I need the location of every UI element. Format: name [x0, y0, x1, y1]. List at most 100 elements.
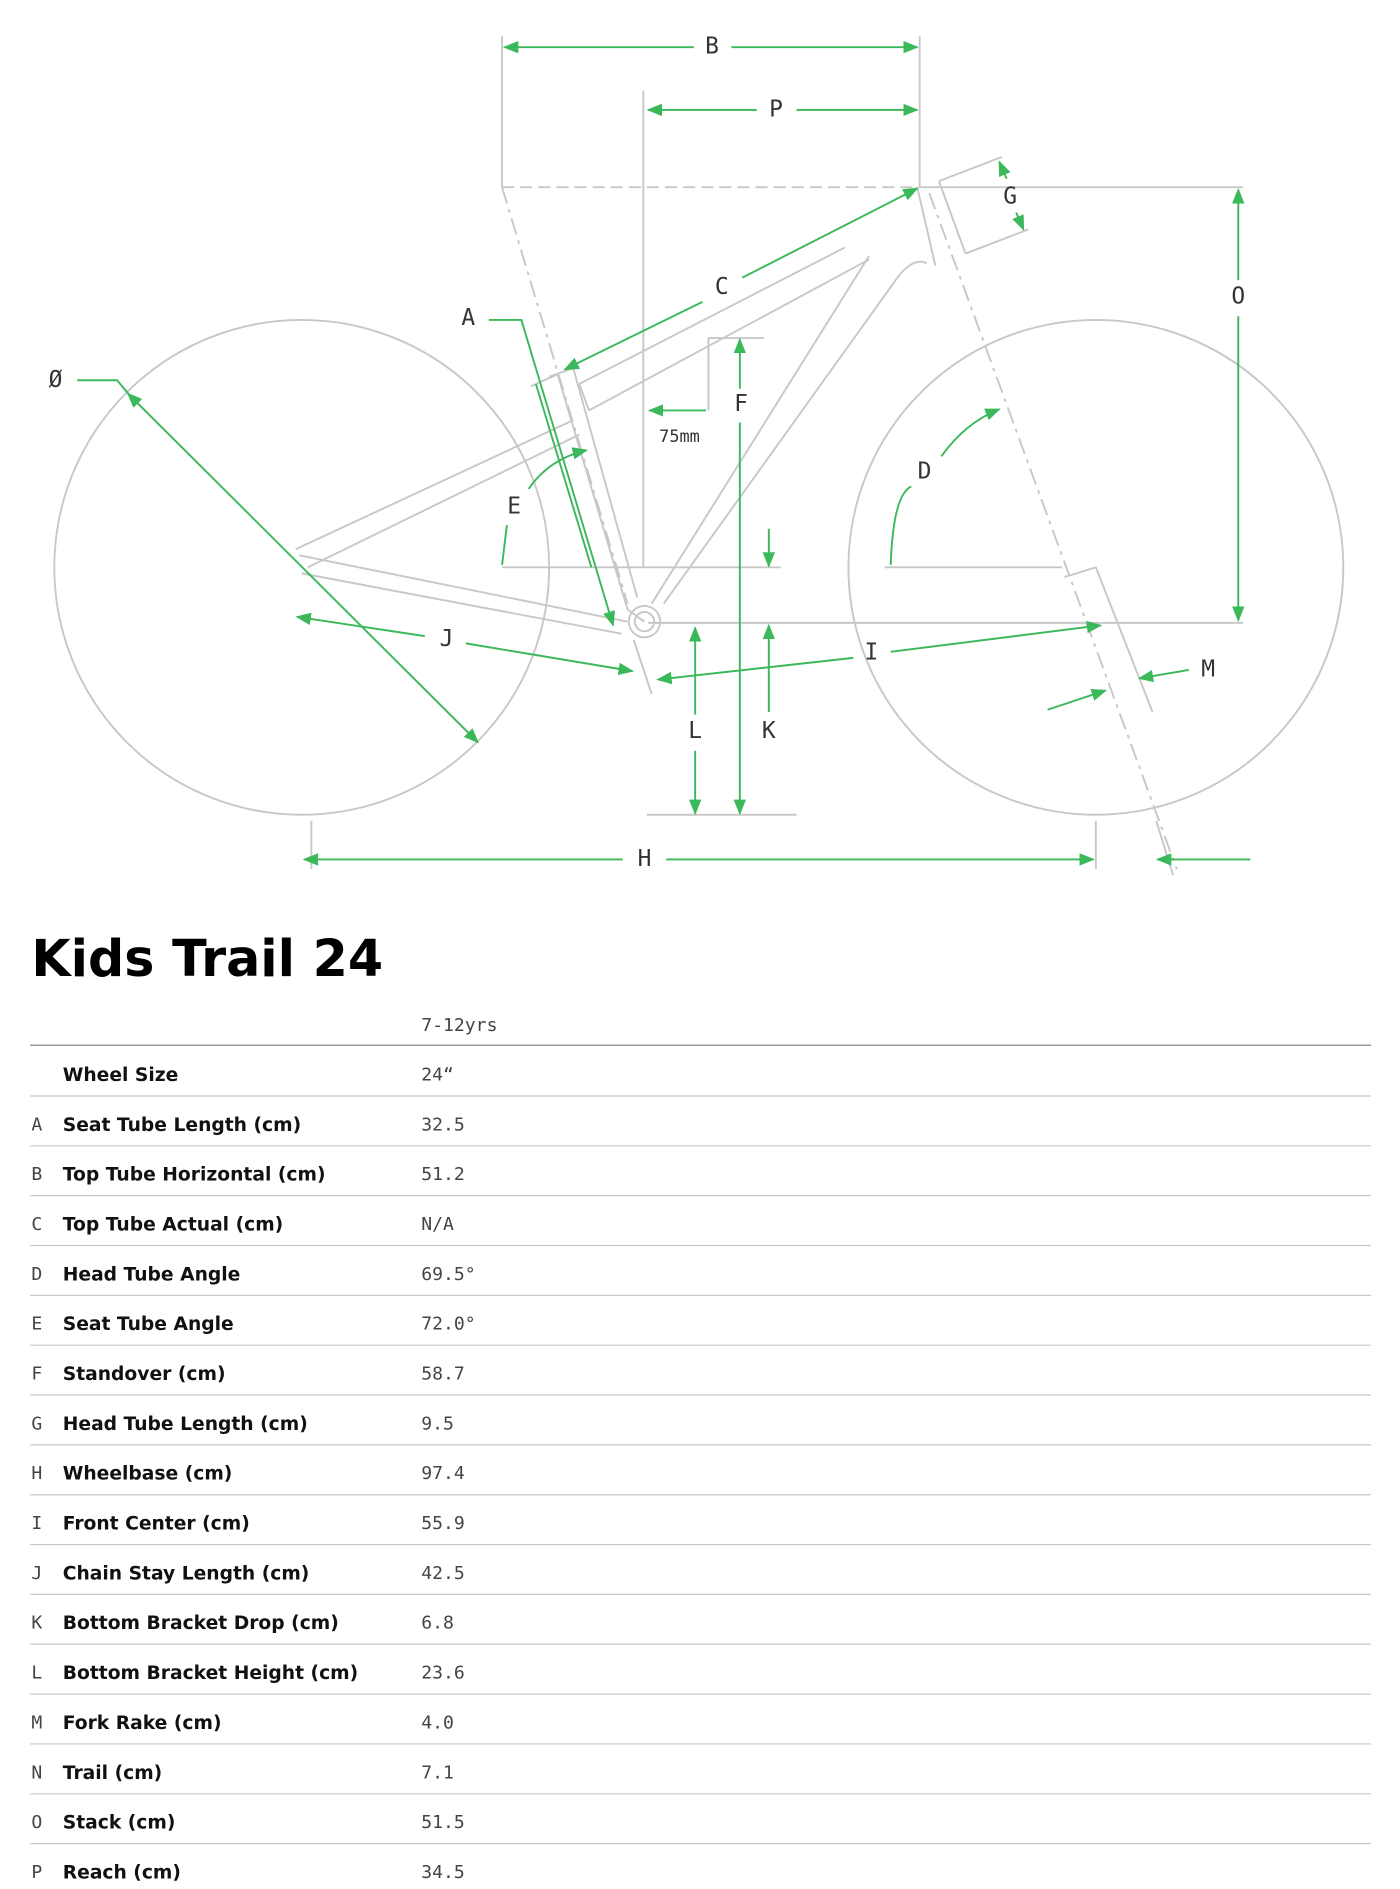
row-letter: N: [31, 1762, 42, 1783]
row-name: Trail (cm): [63, 1763, 162, 1784]
row-value: 34.5: [421, 1862, 465, 1883]
dimension-arrow: [656, 656, 854, 685]
row-value: 51.2: [421, 1164, 465, 1185]
row-letter: D: [31, 1264, 42, 1285]
bike-frame: [627, 605, 662, 639]
row-name: Seat Tube Length (cm): [63, 1115, 301, 1136]
row-value: 97.4: [421, 1463, 465, 1484]
dimension-arrow: [563, 300, 703, 371]
row-value: 51.5: [421, 1812, 465, 1833]
row-name: Wheelbase (cm): [63, 1464, 233, 1485]
row-name: Standover (cm): [63, 1364, 226, 1385]
dimension-arrow: [501, 450, 586, 566]
row-letter: J: [31, 1563, 42, 1584]
dimension-label: F: [734, 391, 748, 417]
bike-frame: [847, 318, 1345, 816]
dimension-arrow: [1012, 212, 1025, 231]
bike-frame: [548, 366, 639, 598]
page-title: Kids Trail 24: [31, 929, 383, 988]
row-value: 7.1: [421, 1762, 454, 1783]
dimension-arrow: [1047, 688, 1107, 711]
dimension-arrow: [534, 383, 593, 568]
dimension-arrow: [77, 40, 1251, 866]
dimension-arrow: [890, 620, 1103, 653]
row-letter: C: [31, 1214, 42, 1235]
row-letter: P: [31, 1862, 42, 1883]
row-letter: O: [31, 1812, 42, 1833]
dimension-label: 75mm: [659, 426, 700, 446]
bike-frame: [928, 192, 1178, 870]
dimension-label: J: [440, 626, 454, 652]
row-letter: L: [31, 1663, 42, 1684]
bike-frame: [632, 639, 653, 695]
row-value: 4.0: [421, 1712, 454, 1733]
dimension-label: O: [1231, 284, 1245, 310]
bike-frame: [1064, 566, 1154, 713]
bike-frame: [916, 156, 1029, 266]
row-name: Top Tube Horizontal (cm): [63, 1165, 326, 1186]
bike-frame: [295, 419, 580, 569]
dimension-label: P: [769, 96, 783, 122]
row-letter: B: [31, 1164, 42, 1185]
row-letter: M: [31, 1712, 42, 1733]
row-name: Stack (cm): [63, 1813, 176, 1834]
row-value: 58.7: [421, 1364, 465, 1385]
row-letter: F: [31, 1364, 42, 1385]
row-value: 69.5°: [421, 1264, 475, 1285]
dimension-label: M: [1201, 656, 1215, 682]
row-value: 9.5: [421, 1413, 454, 1434]
bike-frame: [578, 246, 870, 412]
row-name: Bottom Bracket Drop (cm): [63, 1613, 339, 1634]
row-name: Front Center (cm): [63, 1514, 250, 1535]
row-value: 32.5: [421, 1114, 465, 1135]
dimension-label: H: [638, 846, 652, 872]
dimension-arrow: [998, 160, 1011, 180]
dimension-arrow: [1137, 668, 1189, 683]
bike-frame: [633, 611, 656, 633]
bike-frame: [501, 186, 629, 604]
row-letter: A: [31, 1114, 42, 1135]
dimension-label: I: [864, 640, 878, 666]
row-value: N/A: [421, 1214, 454, 1235]
row-name: Seat Tube Angle: [63, 1314, 234, 1335]
dimension-label: C: [715, 274, 729, 300]
row-value: 55.9: [421, 1513, 465, 1534]
dimension-arrow: [77, 379, 132, 397]
row-value: 23.6: [421, 1663, 465, 1684]
dimension-arrow: [741, 187, 919, 279]
row-letter: H: [31, 1463, 42, 1484]
row-name: Chain Stay Length (cm): [63, 1563, 310, 1584]
row-name: Fork Rake (cm): [63, 1713, 222, 1734]
row-name: Head Tube Angle: [63, 1264, 241, 1285]
row-letter: I: [31, 1513, 42, 1534]
dimension-arrow: [295, 612, 425, 638]
dimension-arrow: [889, 409, 1000, 565]
bike-frame: [1155, 820, 1175, 876]
dimension-label: Ø: [49, 367, 63, 393]
dimension-label: L: [688, 718, 702, 744]
row-name: Reach (cm): [63, 1862, 181, 1883]
row-value: 72.0°: [421, 1314, 475, 1335]
dimension-label: B: [705, 34, 719, 60]
dimension-arrow: [126, 392, 480, 744]
row-name: Wheel Size: [63, 1065, 179, 1086]
column-header: 7-12yrs: [421, 1015, 497, 1036]
dimension-arrow: [465, 642, 634, 675]
row-value: 42.5: [421, 1563, 465, 1584]
row-name: Top Tube Actual (cm): [63, 1214, 283, 1235]
dimension-label: G: [1003, 183, 1017, 209]
dimension-label: E: [507, 494, 521, 520]
dimension-label: D: [918, 458, 932, 484]
row-letter: E: [31, 1314, 42, 1335]
row-letter: G: [31, 1413, 42, 1434]
dimension-label: A: [461, 305, 475, 331]
dimension-label: K: [762, 718, 776, 744]
bike-frame: [650, 255, 928, 605]
row-value: 6.8: [421, 1613, 454, 1634]
row-name: Bottom Bracket Height (cm): [63, 1663, 358, 1684]
row-value: 24“: [421, 1064, 454, 1085]
row-name: Head Tube Length (cm): [63, 1414, 308, 1435]
dimension-arrow: [488, 318, 616, 627]
row-letter: K: [31, 1613, 42, 1634]
